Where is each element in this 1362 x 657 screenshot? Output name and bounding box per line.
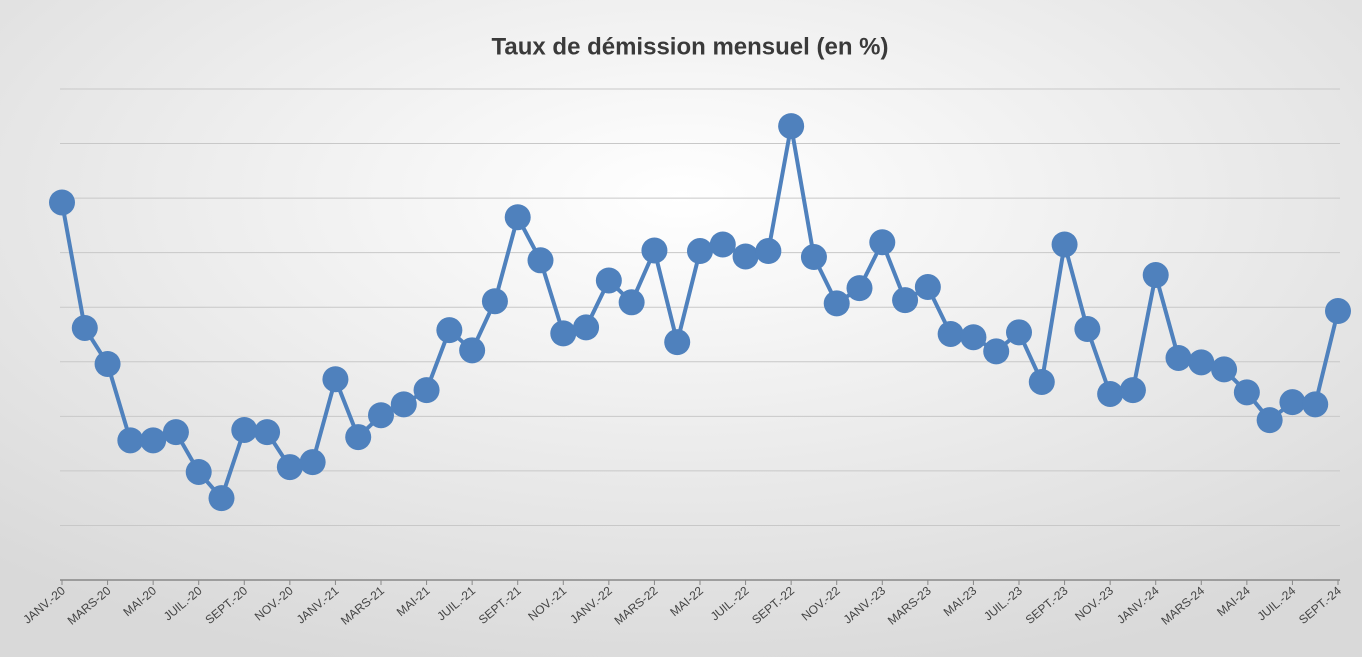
point bbox=[94, 350, 121, 377]
point bbox=[618, 289, 645, 316]
point bbox=[299, 449, 326, 476]
point bbox=[1142, 262, 1169, 289]
point bbox=[1256, 407, 1283, 434]
point bbox=[504, 204, 531, 231]
point bbox=[641, 237, 668, 264]
point bbox=[1188, 349, 1215, 376]
point bbox=[1097, 380, 1124, 407]
point bbox=[1233, 379, 1260, 406]
point bbox=[573, 314, 600, 341]
point bbox=[800, 244, 827, 271]
point bbox=[390, 391, 417, 418]
point bbox=[345, 424, 372, 451]
point bbox=[49, 189, 75, 216]
point bbox=[1302, 391, 1329, 418]
point bbox=[1119, 377, 1146, 404]
point bbox=[732, 243, 759, 270]
point bbox=[254, 419, 281, 446]
chart-title: Taux de démission mensuel (en %) bbox=[492, 33, 889, 60]
point bbox=[117, 427, 144, 454]
point bbox=[413, 377, 440, 404]
point bbox=[1074, 316, 1101, 343]
point bbox=[892, 287, 919, 314]
point bbox=[778, 113, 805, 140]
point bbox=[527, 247, 554, 274]
point bbox=[595, 267, 622, 294]
point bbox=[755, 238, 782, 265]
point bbox=[231, 416, 258, 443]
point bbox=[709, 231, 736, 258]
point bbox=[71, 314, 98, 341]
point bbox=[914, 274, 941, 301]
point bbox=[162, 419, 189, 446]
point bbox=[368, 402, 394, 429]
point bbox=[208, 485, 235, 512]
point bbox=[869, 229, 896, 256]
point bbox=[687, 238, 713, 265]
point bbox=[1006, 319, 1032, 346]
point bbox=[960, 324, 987, 351]
point bbox=[1028, 368, 1055, 395]
point bbox=[550, 320, 577, 347]
point bbox=[481, 288, 508, 315]
point bbox=[664, 329, 691, 356]
point bbox=[846, 275, 873, 302]
point bbox=[1279, 389, 1306, 416]
point bbox=[1051, 231, 1078, 258]
point bbox=[140, 427, 167, 454]
point bbox=[322, 366, 349, 393]
point bbox=[1165, 344, 1192, 371]
point bbox=[185, 458, 212, 485]
point bbox=[983, 338, 1010, 365]
point bbox=[937, 320, 964, 347]
point bbox=[1211, 356, 1238, 383]
point bbox=[459, 337, 486, 364]
point bbox=[436, 317, 463, 344]
point bbox=[1325, 298, 1351, 325]
point bbox=[823, 290, 850, 317]
point bbox=[276, 454, 303, 481]
